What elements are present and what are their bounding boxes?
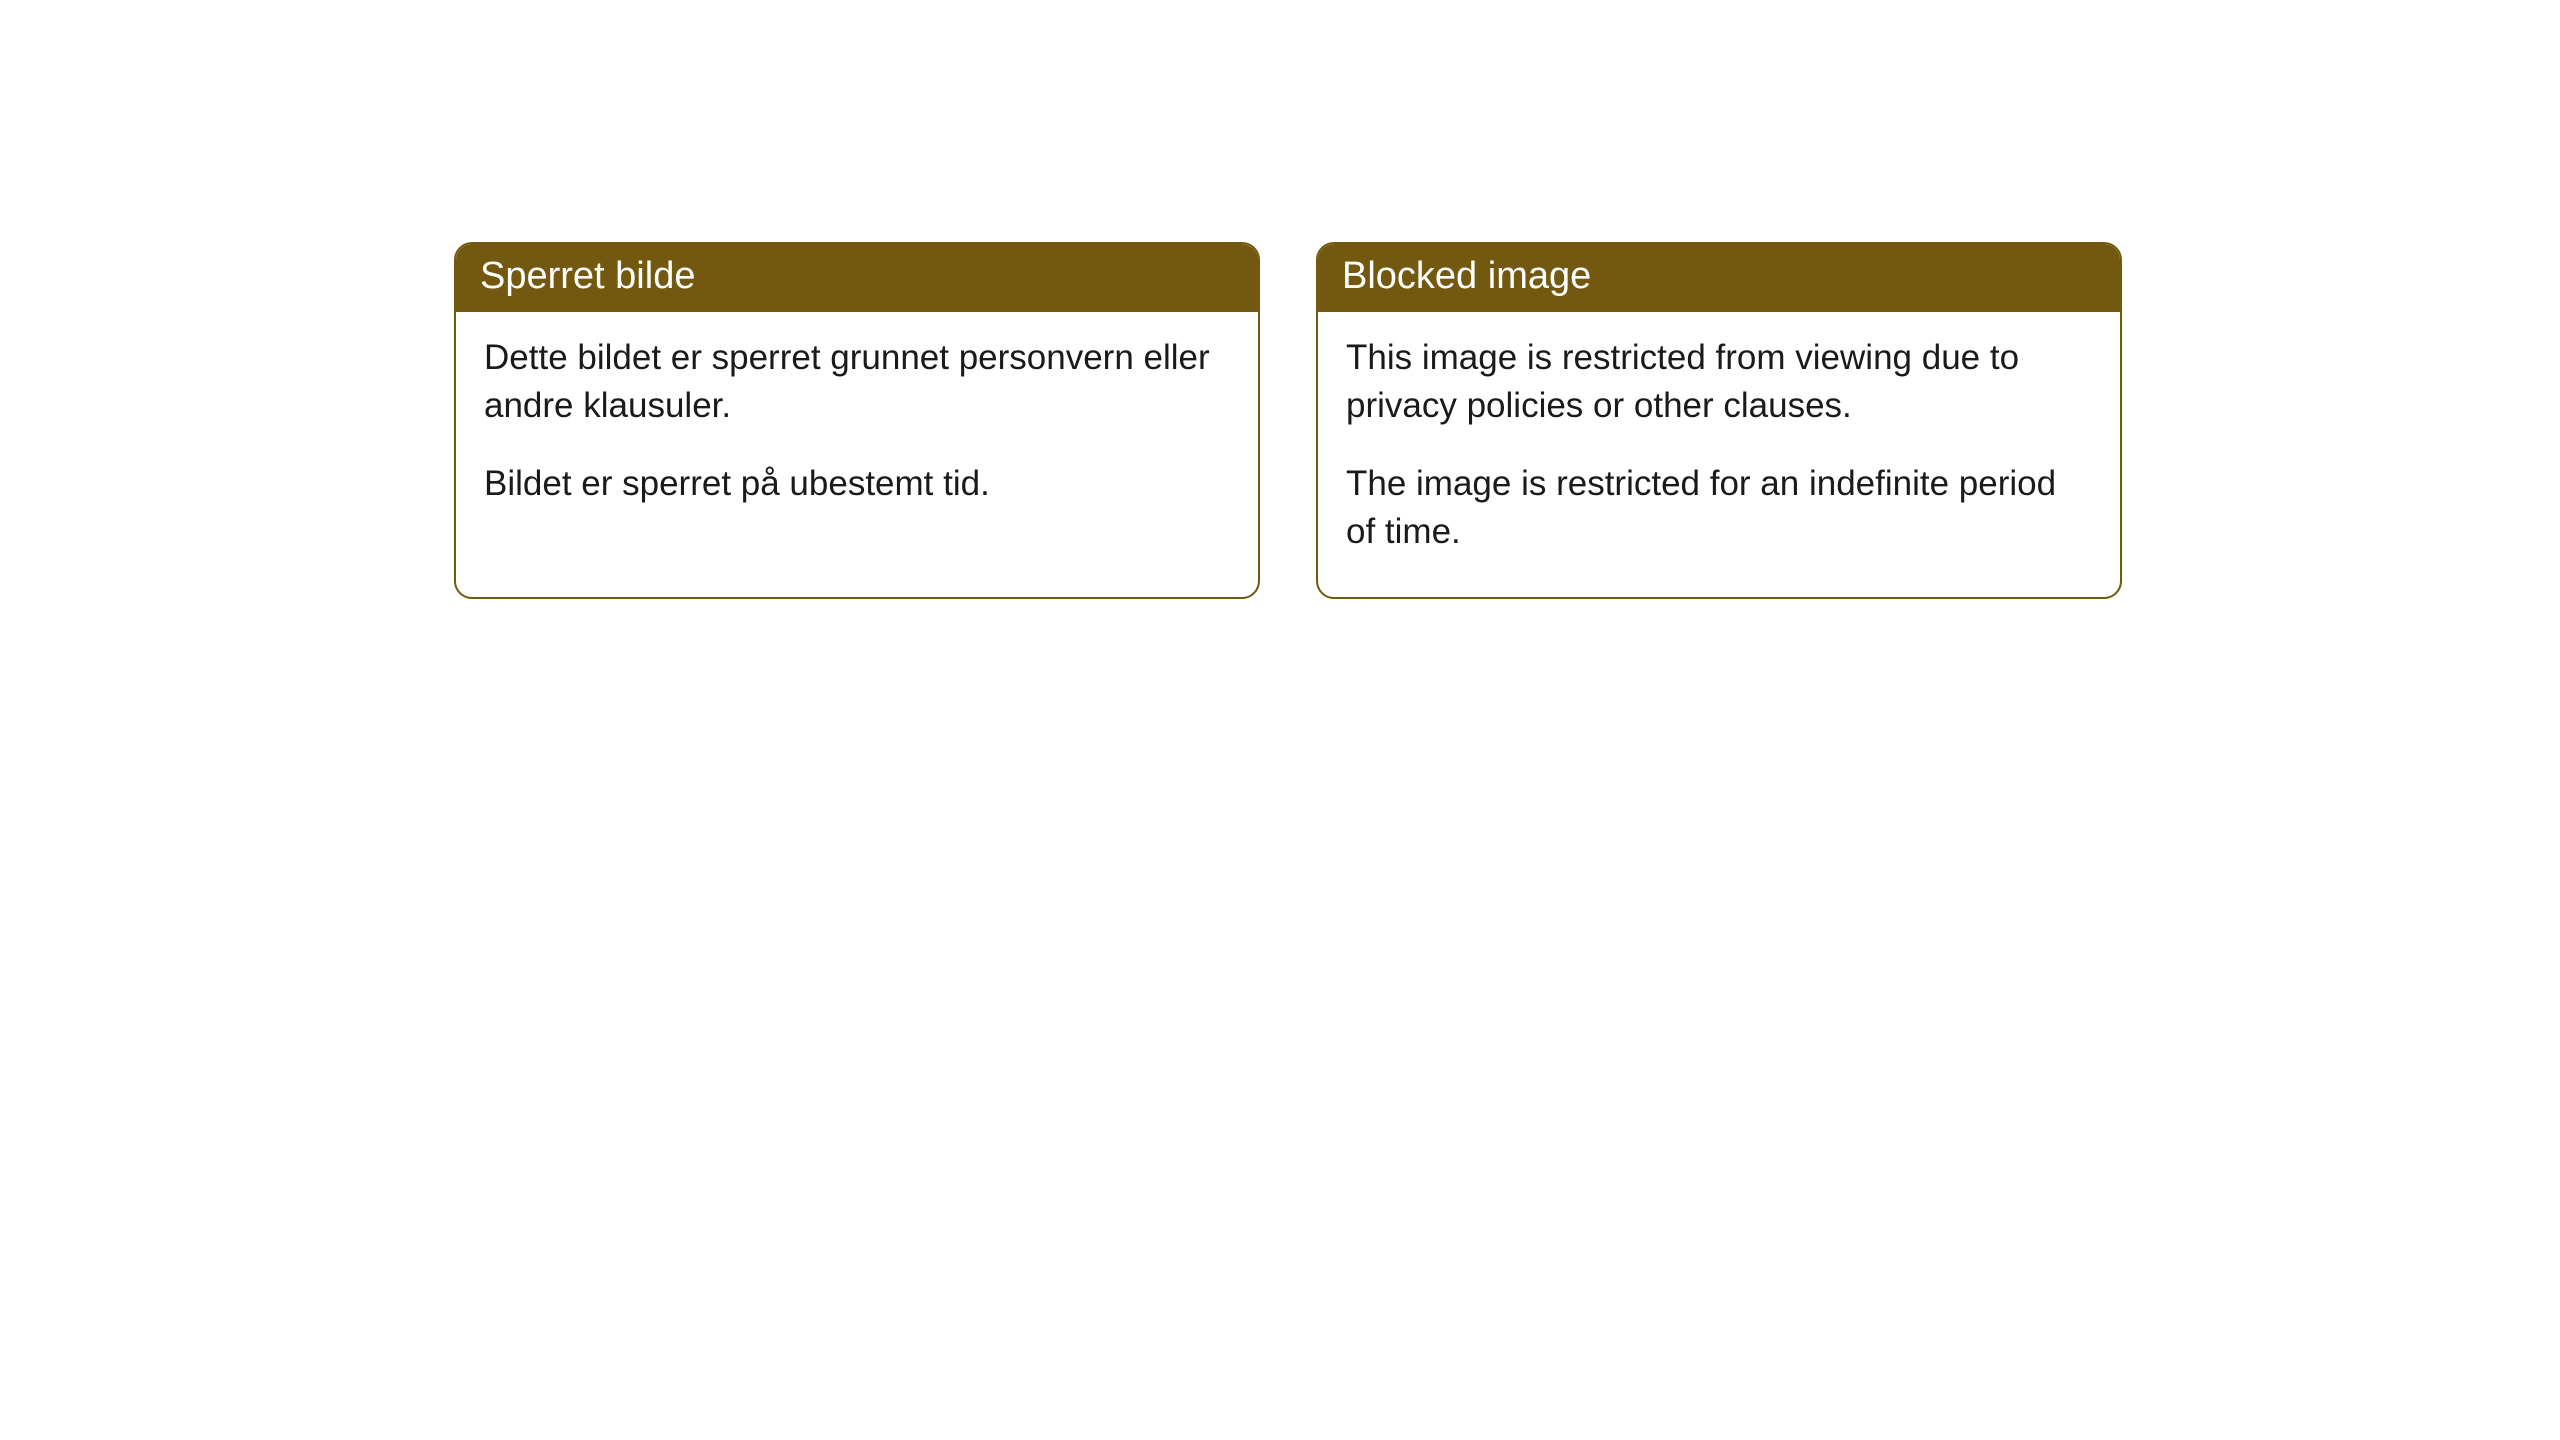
notice-cards-container: Sperret bilde Dette bildet er sperret gr…	[454, 242, 2560, 599]
notice-text-line-2: Bildet er sperret på ubestemt tid.	[484, 460, 1230, 508]
card-header: Sperret bilde	[456, 244, 1258, 312]
notice-text-line-1: This image is restricted from viewing du…	[1346, 334, 2092, 431]
notice-card-english: Blocked image This image is restricted f…	[1316, 242, 2122, 599]
notice-text-line-2: The image is restricted for an indefinit…	[1346, 460, 2092, 557]
card-body: This image is restricted from viewing du…	[1318, 312, 2120, 597]
card-header: Blocked image	[1318, 244, 2120, 312]
card-body: Dette bildet er sperret grunnet personve…	[456, 312, 1258, 549]
notice-card-norwegian: Sperret bilde Dette bildet er sperret gr…	[454, 242, 1260, 599]
notice-text-line-1: Dette bildet er sperret grunnet personve…	[484, 334, 1230, 431]
